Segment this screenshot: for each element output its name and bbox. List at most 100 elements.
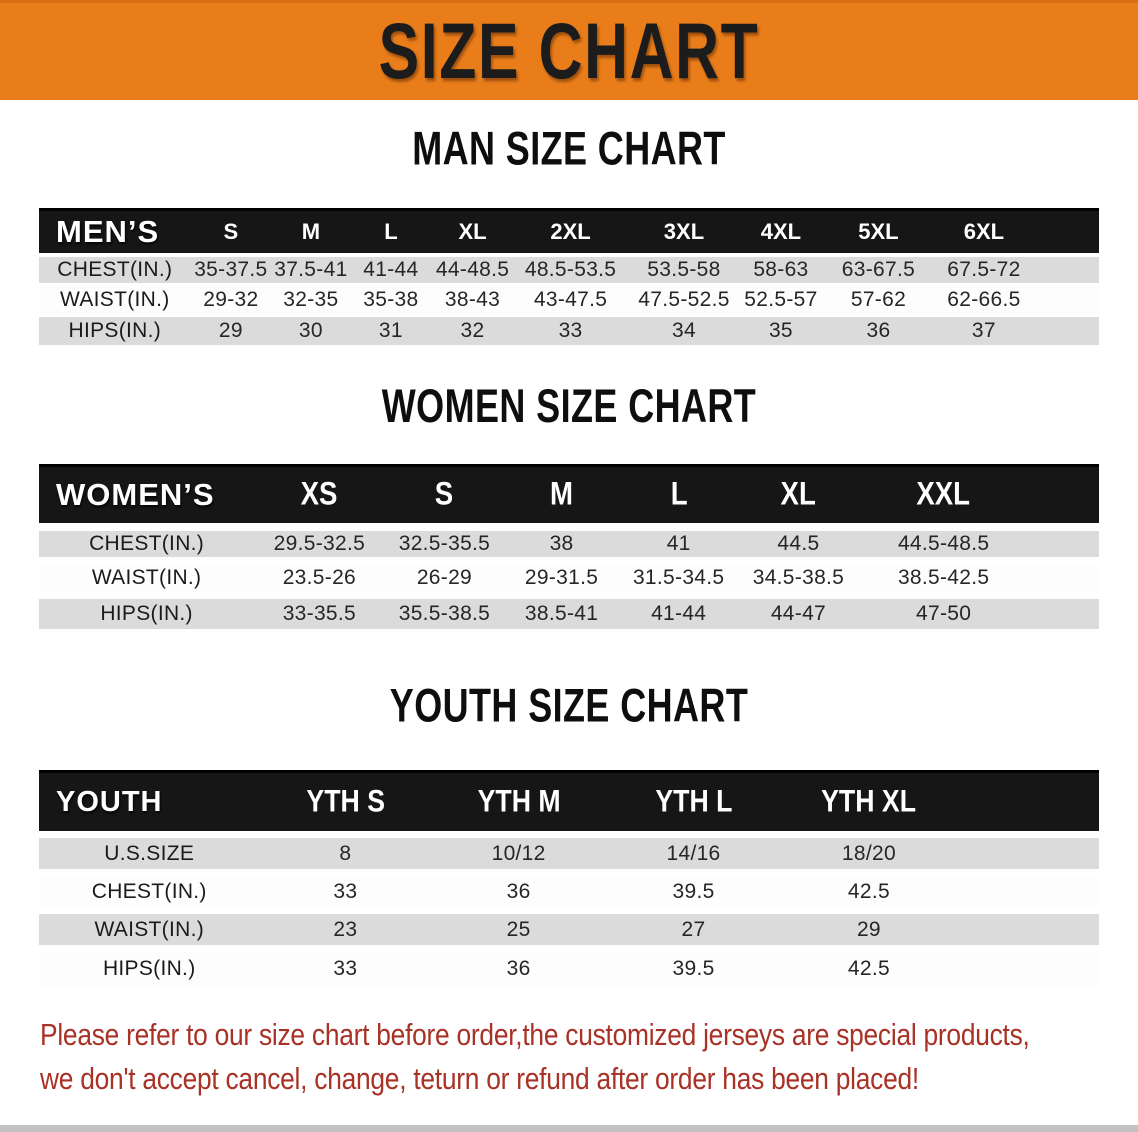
size-chart-banner: SIZE CHART [0, 0, 1138, 100]
row-label: WAIST(IN.) [39, 907, 260, 949]
disclaimer: Please refer to our size chart before or… [0, 1013, 1138, 1101]
size-column-header-text: M [550, 476, 574, 513]
size-value-cell: 41 [618, 523, 739, 561]
size-column-header: YTH L [606, 770, 781, 835]
size-value-cell: 44.5 [738, 523, 859, 561]
size-column-header-text: YTH M [477, 784, 561, 819]
table-row: U.S.SIZE 8 10/12 14/16 18/20 [39, 831, 1099, 873]
table-row: HIPS(IN.) 33-35.5 35.5-38.5 38.5-41 41-44 44-… [39, 591, 1099, 629]
table-row: HIPS(IN.) 33 36 39.5 42.5 [39, 945, 1099, 987]
youth-section-title-text: YOUTH SIZE CHART [389, 678, 749, 733]
size-column-header: XS [254, 463, 385, 527]
size-value-cell [1028, 557, 1099, 595]
size-value-cell: 35-37.5 [190, 252, 272, 285]
men-table-corner-header: MEN’S [39, 208, 191, 255]
row-label: WAIST(IN.) [39, 282, 191, 315]
table-corner-label-text: WOMEN’S [56, 476, 215, 512]
row-label: CHEST(IN.) [39, 869, 260, 911]
size-value-cell: 14/16 [606, 831, 781, 873]
size-value-cell: 38.5-42.5 [858, 557, 1029, 595]
size-column-header-text: L [670, 476, 688, 513]
size-column-header: M [271, 208, 351, 255]
size-column-header: 5XL [821, 208, 936, 255]
size-column-header-text: 2XL [550, 218, 591, 244]
size-column-header-text: M [301, 218, 321, 244]
size-value-cell: 62-66.5 [935, 282, 1033, 315]
size-column-header: YTH XL [780, 770, 957, 835]
size-value-cell: 32.5-35.5 [384, 523, 505, 561]
size-value-cell: 30 [271, 312, 351, 345]
size-value-cell: 25 [431, 907, 607, 949]
table-row: CHEST(IN.) 33 36 39.5 42.5 [39, 869, 1099, 911]
disclaimer-line-1: Please refer to our size chart before or… [40, 1013, 1138, 1057]
size-column-header: S [190, 208, 272, 255]
size-value-cell: 29-32 [190, 282, 272, 315]
table-corner-label-text: YOUTH [56, 785, 163, 818]
size-value-cell: 39.5 [606, 869, 781, 911]
header-spacer [1028, 463, 1099, 527]
size-column-header: 3XL [627, 208, 741, 255]
size-value-cell: 42.5 [780, 869, 957, 911]
size-value-cell: 18/20 [780, 831, 957, 873]
size-column-header-text: 3XL [663, 218, 705, 244]
size-value-cell [1032, 282, 1099, 315]
size-column-header: L [350, 208, 432, 255]
size-value-cell: 43-47.5 [513, 282, 628, 315]
table-row: WAIST(IN.) 23 25 27 29 [39, 907, 1099, 949]
size-value-cell: 47.5-52.5 [627, 282, 741, 315]
women-section-title-text: WOMEN SIZE CHART [381, 378, 757, 432]
size-column-header: XXL [858, 463, 1029, 527]
size-value-cell: 36 [431, 945, 607, 987]
disclaimer-line-2: we don't accept cancel, change, teturn o… [40, 1057, 1138, 1101]
size-value-cell [1028, 523, 1099, 561]
table-row: WAIST(IN.) 29-32 32-35 35-38 38-43 43-47.5 47.… [39, 282, 1099, 315]
size-value-cell: 35 [740, 312, 822, 345]
size-value-cell: 32-35 [271, 282, 351, 315]
row-label: WAIST(IN.) [39, 557, 255, 595]
size-value-cell: 32 [431, 312, 514, 345]
size-value-cell [956, 869, 1099, 911]
man-section-title: MAN SIZE CHART [0, 121, 1138, 183]
women-section-title: WOMEN SIZE CHART [0, 378, 1138, 440]
man-section-title-text: MAN SIZE CHART [412, 121, 726, 176]
size-value-cell: 39.5 [606, 945, 781, 987]
size-value-cell: 33 [259, 869, 432, 911]
size-column-header-text: YTH XL [821, 784, 917, 819]
size-value-cell: 33 [513, 312, 628, 345]
size-value-cell: 29-31.5 [504, 557, 619, 595]
disclaimer-line-1-text: Please refer to our size chart before or… [40, 1016, 1030, 1052]
women-table-corner-header: WOMEN’S [39, 463, 255, 527]
size-value-cell [1032, 252, 1099, 285]
women-size-table: WOMEN’S XS S M L XL XXL CHEST(IN.) 29.5-32.5 32.5… [39, 463, 1099, 629]
size-value-cell: 10/12 [431, 831, 607, 873]
size-value-cell: 35-38 [350, 282, 432, 315]
size-value-cell: 57-62 [821, 282, 936, 315]
table-row: WAIST(IN.) 23.5-26 26-29 29-31.5 31.5-34.5 34… [39, 557, 1099, 595]
size-value-cell: 44.5-48.5 [858, 523, 1029, 561]
size-value-cell: 33 [259, 945, 432, 987]
table-row: CHEST(IN.) 29.5-32.5 32.5-35.5 38 41 44.5 44.5… [39, 523, 1099, 561]
size-value-cell: 34 [627, 312, 741, 345]
size-value-cell: 41-44 [618, 591, 739, 629]
size-value-cell: 29 [190, 312, 272, 345]
size-value-cell: 38 [504, 523, 619, 561]
size-value-cell: 38-43 [431, 282, 514, 315]
size-column-header-text: L [384, 218, 398, 244]
size-value-cell [1032, 312, 1099, 345]
size-column-header-text: 6XL [963, 218, 1005, 244]
size-value-cell: 29 [780, 907, 957, 949]
size-value-cell: 31 [350, 312, 432, 345]
size-column-header-text: XL [458, 218, 487, 244]
men-header-row: MEN’S S M L XL 2XL 3XL 4XL 5XL 6XL [39, 208, 1099, 255]
size-column-header: S [384, 463, 505, 527]
women-header-row: WOMEN’S XS S M L XL XXL [39, 463, 1099, 527]
size-value-cell: 36 [821, 312, 936, 345]
size-value-cell: 26-29 [384, 557, 505, 595]
youth-section-title: YOUTH SIZE CHART [0, 678, 1138, 740]
size-column-header: 6XL [935, 208, 1033, 255]
size-value-cell: 23.5-26 [254, 557, 385, 595]
youth-header-row: YOUTH YTH S YTH M YTH L YTH XL [39, 770, 1099, 835]
size-column-header-text: S [223, 218, 239, 244]
banner-title: SIZE CHART [378, 7, 760, 96]
size-value-cell: 63-67.5 [821, 252, 936, 285]
